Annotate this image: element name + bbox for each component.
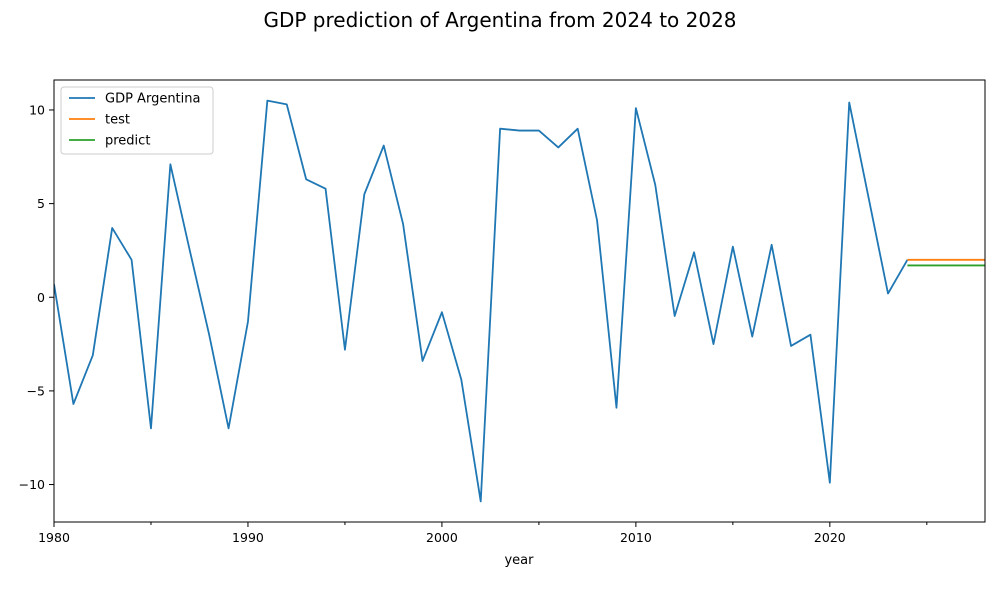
y-tick-label: −10 — [19, 477, 45, 492]
x-tick-label: 2000 — [426, 530, 458, 545]
y-tick-label: −5 — [27, 383, 45, 398]
x-axis-label: year — [504, 553, 534, 568]
legend-box — [60, 86, 214, 155]
series-line-gdp-argentina — [54, 99, 909, 503]
x-tick-label: 1980 — [38, 530, 70, 545]
y-tick-label: 10 — [29, 102, 45, 117]
legend: GDP Argentina test predict — [60, 86, 214, 155]
x-axis: 1980 1990 2000 2010 2020 — [38, 522, 928, 545]
x-tick-label: 2020 — [814, 530, 846, 545]
x-tick-label: 1990 — [232, 530, 264, 545]
y-axis: −10 −5 0 5 10 — [19, 102, 54, 492]
legend-label: predict — [105, 134, 150, 149]
plot-frame — [53, 79, 986, 523]
chart-title: GDP prediction of Argentina from 2024 to… — [263, 8, 737, 32]
y-tick-label: 0 — [37, 290, 45, 305]
legend-label: test — [105, 113, 130, 128]
x-tick-label: 2010 — [620, 530, 652, 545]
y-tick-label: 5 — [37, 196, 45, 211]
legend-label: GDP Argentina — [105, 92, 200, 107]
